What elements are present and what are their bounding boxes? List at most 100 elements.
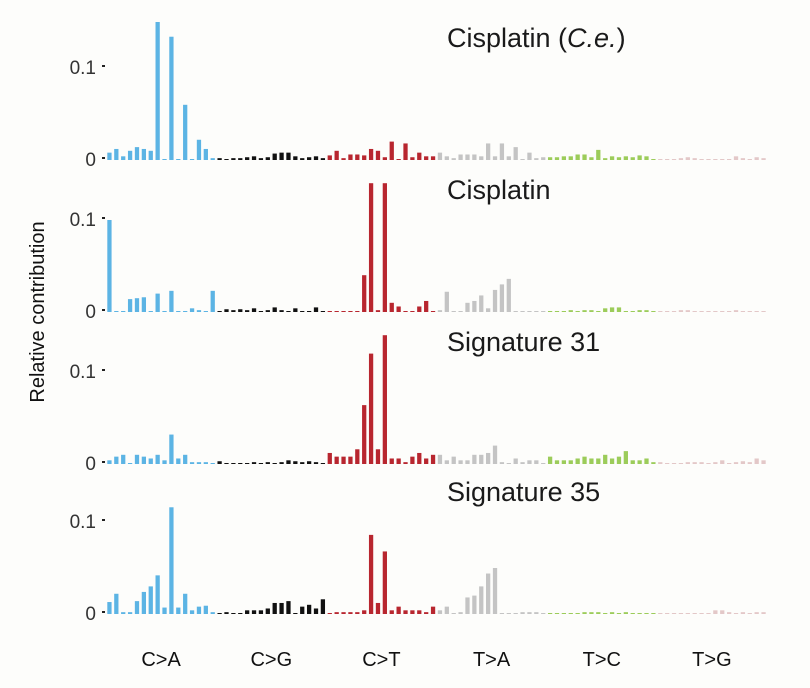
bar-t-to-a (444, 291, 449, 312)
bar-c-to-t (368, 148, 374, 160)
bar-c-to-t (430, 156, 436, 160)
bar-t-to-c (616, 613, 622, 614)
bar-c-to-g (286, 601, 291, 614)
y-tick-label: 0.1 (70, 58, 96, 79)
bar-c-to-a (114, 456, 119, 464)
bar-c-to-g (320, 599, 326, 614)
bar-c-to-g (245, 157, 250, 160)
bar-t-to-g (658, 462, 663, 464)
bar-c-to-a (107, 602, 112, 614)
bar-c-to-g (251, 462, 257, 464)
bar-c-to-t (396, 306, 401, 312)
bar-c-to-a (134, 298, 140, 312)
bar-t-to-a (506, 278, 511, 312)
bar-t-to-c (589, 612, 594, 614)
bar-c-to-a (134, 454, 140, 464)
bar-t-to-g (754, 458, 759, 464)
bar-t-to-g (699, 159, 704, 160)
bar-c-to-g (238, 158, 243, 160)
bar-c-to-a (114, 593, 119, 614)
bar-t-to-g (720, 460, 725, 464)
bar-c-to-g (272, 463, 277, 464)
bar-t-to-a (472, 300, 477, 312)
bar-t-to-g (678, 463, 684, 464)
bar-t-to-a (444, 606, 449, 614)
bar-c-to-a (155, 454, 160, 464)
bar-t-to-g (671, 311, 677, 312)
bar-t-to-c (589, 458, 594, 464)
bar-t-to-c (637, 613, 642, 614)
bar-c-to-a (169, 507, 174, 614)
bar-c-to-a (155, 293, 160, 312)
y-tick-label: 0.1 (70, 210, 96, 231)
bar-c-to-a (176, 159, 181, 160)
bar-t-to-g (740, 158, 746, 160)
bar-c-to-t (382, 157, 387, 160)
bar-t-to-g (678, 310, 684, 312)
bar-t-to-c (616, 307, 622, 312)
bar-c-to-t (355, 449, 360, 464)
bar-t-to-a (444, 460, 449, 464)
bar-c-to-g (265, 462, 270, 464)
bar-c-to-t (348, 154, 353, 160)
bar-c-to-g (320, 311, 326, 312)
bar-t-to-a (437, 152, 443, 160)
bar-t-to-a (541, 311, 546, 312)
bar-t-to-a (458, 612, 463, 614)
bar-c-to-a (114, 311, 119, 312)
bar-c-to-g (265, 310, 270, 312)
bar-t-to-c (609, 612, 615, 614)
bar-t-to-c (651, 613, 656, 614)
bar-c-to-t (362, 610, 367, 614)
bar-c-to-a (155, 575, 160, 614)
bar-c-to-g (231, 463, 236, 464)
bar-c-to-g (272, 153, 277, 160)
bar-t-to-g (706, 613, 711, 614)
bar-t-to-g (733, 613, 739, 614)
bar-c-to-g (238, 309, 243, 312)
bar-t-to-a (492, 445, 498, 464)
bar-c-to-t (334, 150, 339, 160)
bar-c-to-t (389, 302, 394, 312)
bar-c-to-g (217, 311, 222, 312)
bar-t-to-g (665, 613, 670, 614)
bar-t-to-g (761, 311, 766, 312)
bar-c-to-g (286, 311, 291, 312)
bar-t-to-a (506, 156, 511, 160)
bar-c-to-t (424, 458, 429, 464)
bar-t-to-c (554, 157, 560, 160)
bar-c-to-t (403, 143, 408, 160)
bar-c-to-g (251, 308, 257, 312)
bar-t-to-c (651, 462, 656, 464)
bar-c-to-g (272, 307, 277, 312)
bar-c-to-a (127, 612, 133, 614)
bar-t-to-g (678, 613, 684, 614)
bar-c-to-a (203, 605, 208, 614)
panel-title-3: Signature 31 (447, 327, 600, 357)
bar-c-to-g (279, 310, 284, 312)
bar-t-to-g (761, 612, 766, 614)
bar-t-to-c (603, 613, 608, 614)
bar-t-to-a (458, 154, 463, 160)
category-label-t-to-c: T>C (583, 649, 621, 671)
bar-t-to-g (761, 460, 766, 464)
bar-c-to-g (320, 463, 326, 464)
bar-c-to-g (279, 462, 284, 464)
bar-c-to-a (141, 591, 147, 614)
category-label-c-to-a: C>A (141, 649, 181, 671)
category-label-c-to-t: C>T (362, 649, 400, 671)
bar-c-to-g (300, 462, 305, 464)
bar-c-to-t (382, 335, 387, 464)
bar-t-to-g (671, 159, 677, 160)
bar-t-to-a (451, 311, 456, 312)
bar-t-to-c (547, 613, 553, 614)
bar-t-to-g (692, 613, 697, 614)
bar-c-to-g (238, 613, 243, 614)
bar-t-to-c (554, 311, 560, 312)
bar-t-to-c (603, 454, 608, 464)
bar-t-to-g (740, 311, 746, 312)
bar-t-to-c (596, 149, 601, 160)
bar-c-to-a (203, 462, 208, 464)
y-tick-label: 0 (85, 150, 96, 171)
